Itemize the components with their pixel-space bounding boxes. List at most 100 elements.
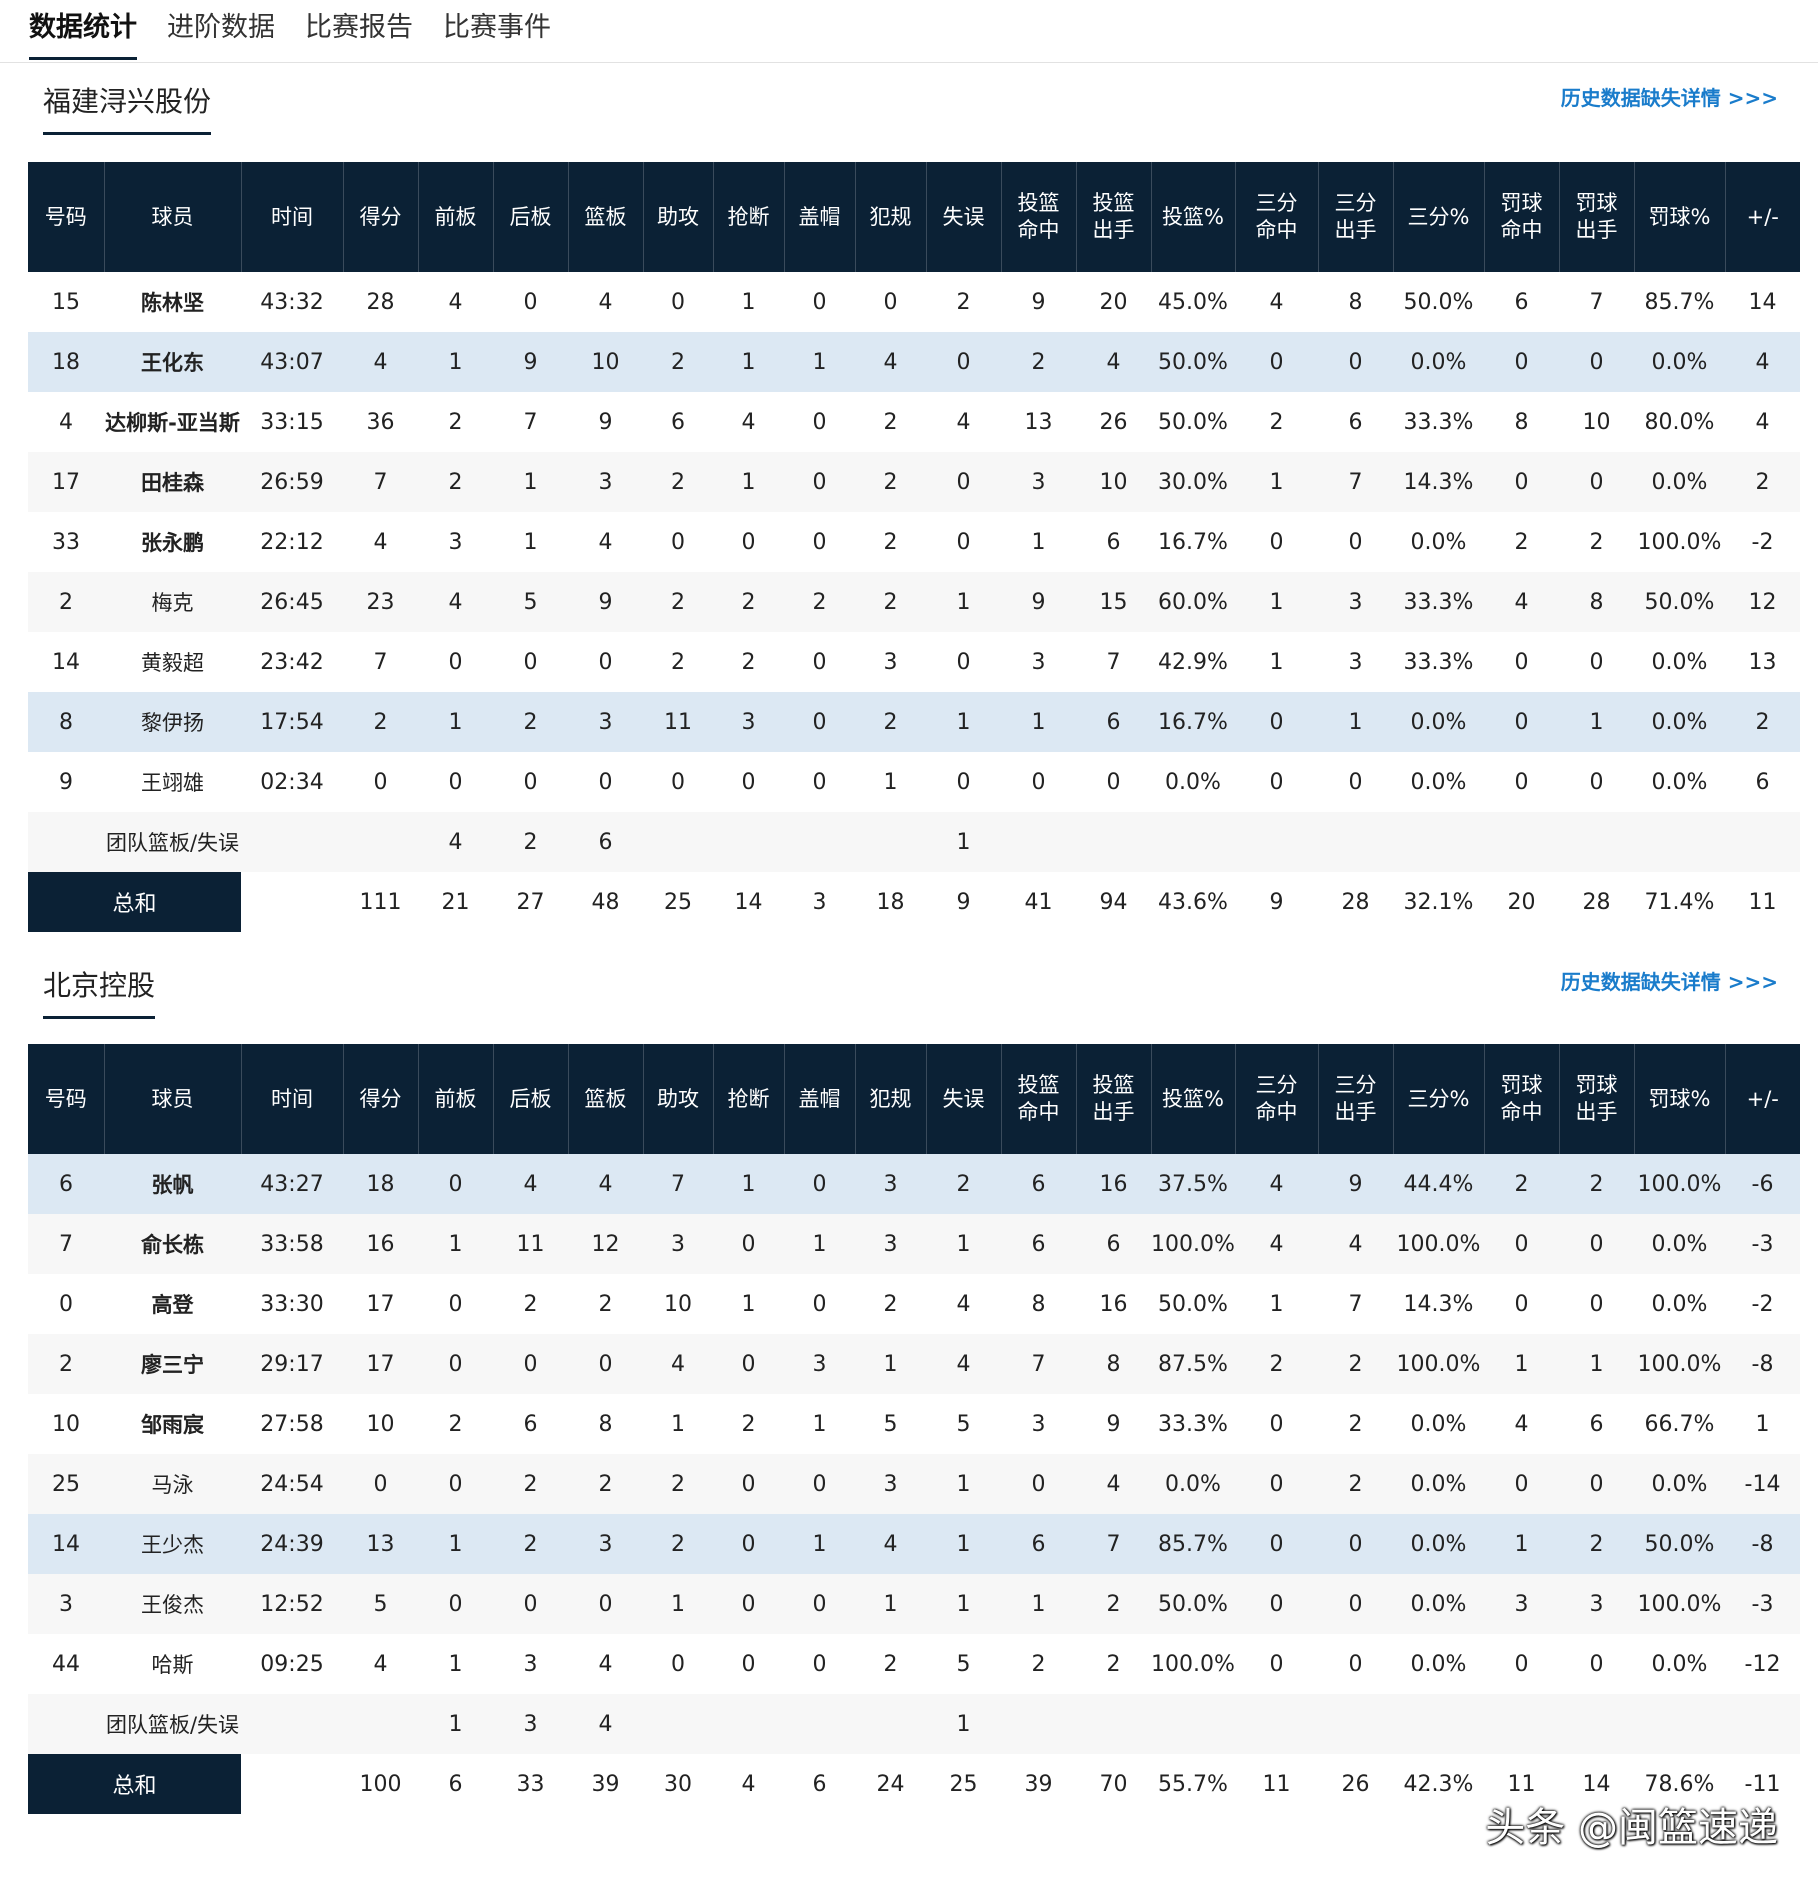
tab-advanced[interactable]: 进阶数据 [167, 12, 275, 43]
column-header[interactable]: 三分% [1393, 1044, 1485, 1154]
column-header[interactable]: 抢断 [713, 162, 785, 272]
player-name[interactable]: 田桂森 [104, 452, 241, 512]
column-header[interactable]: 号码 [28, 162, 105, 272]
player-name[interactable]: 王化东 [104, 332, 241, 392]
stat-cell: 0 [926, 452, 1001, 512]
stat-cell: 2 [855, 392, 926, 452]
stat-cell: 4 [1235, 1214, 1318, 1274]
column-header[interactable]: 篮板 [568, 162, 644, 272]
total-cell: 94 [1076, 872, 1151, 932]
total-cell: 20 [1484, 872, 1559, 932]
stat-cell: 2 [493, 1274, 568, 1334]
column-header[interactable]: 球员 [104, 162, 242, 272]
player-name[interactable]: 达柳斯-亚当斯 [104, 392, 241, 452]
column-header[interactable]: 前板 [418, 162, 494, 272]
column-header[interactable]: 罚球 出手 [1559, 1044, 1635, 1154]
total-cell: 30 [643, 1754, 713, 1814]
column-header[interactable]: 三分 命中 [1235, 1044, 1319, 1154]
stat-cell: 0 [784, 632, 855, 692]
stat-cell: 0 [1559, 1634, 1634, 1694]
player-name[interactable]: 邹雨宸 [104, 1394, 241, 1454]
total-cell: 11 [1725, 872, 1800, 932]
column-header[interactable]: 三分 出手 [1318, 162, 1394, 272]
column-header[interactable]: 得分 [343, 162, 419, 272]
column-header[interactable]: 三分% [1393, 162, 1485, 272]
column-header[interactable]: 盖帽 [784, 1044, 856, 1154]
stat-cell [1076, 1694, 1151, 1754]
player-name[interactable]: 高登 [104, 1274, 241, 1334]
player-name[interactable]: 陈林坚 [104, 272, 241, 332]
column-header[interactable]: 前板 [418, 1044, 494, 1154]
column-header[interactable]: 罚球 命中 [1484, 1044, 1560, 1154]
column-header[interactable]: 投篮% [1151, 162, 1236, 272]
column-header[interactable]: 犯规 [855, 1044, 927, 1154]
player-row: 4 达柳斯-亚当斯 33:15 36 2 7 9 6 4 0 2 4 13 26 50.0% 2 6 33.3% 8… [28, 392, 1800, 452]
stat-cell: 0 [418, 632, 493, 692]
column-header[interactable]: 失误 [926, 162, 1002, 272]
column-header[interactable]: 投篮 命中 [1001, 1044, 1077, 1154]
column-header[interactable]: 抢断 [713, 1044, 785, 1154]
stat-cell [1393, 1694, 1484, 1754]
history-missing-link[interactable]: 历史数据缺失详情 >>> [1560, 970, 1778, 994]
stat-cell: 3 [1001, 452, 1076, 512]
column-header[interactable]: 罚球 命中 [1484, 162, 1560, 272]
column-header[interactable]: +/- [1725, 1044, 1800, 1154]
stat-cell: 2 [713, 572, 784, 632]
stat-cell: 0.0% [1151, 1454, 1235, 1514]
stat-cell: 6 [1725, 752, 1800, 812]
column-header[interactable]: 后板 [493, 162, 569, 272]
player-name[interactable]: 廖三宁 [104, 1334, 241, 1394]
column-header[interactable]: 投篮% [1151, 1044, 1236, 1154]
player-name[interactable]: 张永鹏 [104, 512, 241, 572]
column-header[interactable]: 得分 [343, 1044, 419, 1154]
column-header[interactable]: 助攻 [643, 162, 714, 272]
stat-cell: 6 [1076, 512, 1151, 572]
column-header[interactable]: 犯规 [855, 162, 927, 272]
stat-cell [241, 1694, 343, 1754]
player-name[interactable]: 梅克 [104, 572, 241, 632]
stat-cell: 0 [418, 752, 493, 812]
player-row: 25 马泳 24:54 0 0 2 2 2 0 0 3 1 0 4 0.0% 0 2 0.0% 0 0 0.0% -14 [28, 1454, 1800, 1514]
player-name[interactable]: 黎伊扬 [104, 692, 241, 752]
player-name[interactable]: 王俊杰 [104, 1574, 241, 1634]
column-header[interactable]: 罚球% [1634, 1044, 1726, 1154]
stat-cell: 9 [1001, 572, 1076, 632]
column-header[interactable]: 失误 [926, 1044, 1002, 1154]
column-header[interactable]: 时间 [241, 162, 344, 272]
column-header[interactable]: 球员 [104, 1044, 242, 1154]
player-name[interactable]: 马泳 [104, 1454, 241, 1514]
stat-cell [1235, 1694, 1318, 1754]
stat-cell: 17:54 [241, 692, 343, 752]
player-name[interactable]: 黄毅超 [104, 632, 241, 692]
column-header[interactable]: 三分 出手 [1318, 1044, 1394, 1154]
column-header[interactable]: 投篮 出手 [1076, 1044, 1152, 1154]
player-name[interactable]: 张帆 [104, 1154, 241, 1214]
stat-cell: 0 [926, 512, 1001, 572]
column-header[interactable]: 盖帽 [784, 162, 856, 272]
tab-report[interactable]: 比赛报告 [305, 12, 413, 43]
stat-cell: 0.0% [1634, 752, 1725, 812]
stat-cell: 50.0% [1151, 332, 1235, 392]
stat-cell: 0 [926, 632, 1001, 692]
total-cell: 14 [1559, 1754, 1634, 1814]
column-header[interactable]: 投篮 出手 [1076, 162, 1152, 272]
player-name[interactable]: 王少杰 [104, 1514, 241, 1574]
stat-cell: 2 [643, 332, 713, 392]
column-header[interactable]: 投篮 命中 [1001, 162, 1077, 272]
column-header[interactable]: 后板 [493, 1044, 569, 1154]
tab-events[interactable]: 比赛事件 [443, 12, 551, 43]
column-header[interactable]: 助攻 [643, 1044, 714, 1154]
column-header[interactable]: 时间 [241, 1044, 344, 1154]
stat-cell: 1 [855, 1334, 926, 1394]
player-name[interactable]: 哈斯 [104, 1634, 241, 1694]
tab-stats[interactable]: 数据统计 [29, 0, 137, 60]
history-missing-link[interactable]: 历史数据缺失详情 >>> [1560, 86, 1778, 110]
column-header[interactable]: 罚球% [1634, 162, 1726, 272]
column-header[interactable]: 三分 命中 [1235, 162, 1319, 272]
column-header[interactable]: +/- [1725, 162, 1800, 272]
column-header[interactable]: 篮板 [568, 1044, 644, 1154]
player-name[interactable]: 俞长栋 [104, 1214, 241, 1274]
column-header[interactable]: 号码 [28, 1044, 105, 1154]
player-name[interactable]: 王翊雄 [104, 752, 241, 812]
column-header[interactable]: 罚球 出手 [1559, 162, 1635, 272]
